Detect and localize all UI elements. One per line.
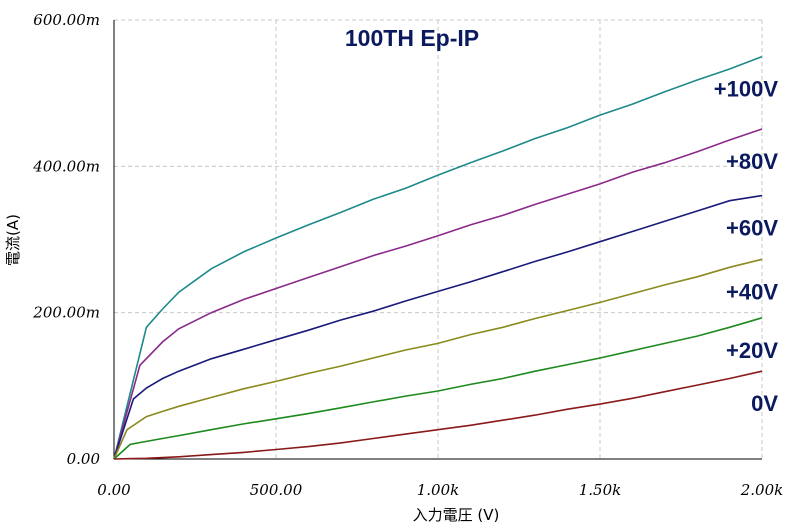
y-tick-label: 600.00m <box>33 11 100 29</box>
x-tick-label: 2.00k <box>740 481 784 499</box>
series-label-4: +20V <box>726 338 778 363</box>
series-line-4 <box>113 317 763 460</box>
y-tick-label: 200.00m <box>32 304 100 322</box>
series-line-3 <box>113 258 763 460</box>
x-tick-label: 0.00 <box>97 481 131 499</box>
series-label-2: +60V <box>726 216 778 241</box>
x-axis-title: 入力電圧 (V) <box>413 506 500 524</box>
series-lines <box>113 55 763 460</box>
series-line-0 <box>113 55 763 460</box>
x-tick-label: 1.00k <box>417 481 460 499</box>
y-tick-labels: 0.00 200.00m 400.00m 600.00m <box>32 11 100 468</box>
series-label-1: +80V <box>726 149 778 174</box>
y-tick-label: 0.00 <box>67 450 101 468</box>
series-label-3: +40V <box>726 279 778 304</box>
chart-title: 100TH Ep-IP <box>345 25 479 51</box>
y-axis-title: 電流(A) <box>4 214 22 266</box>
series-line-5 <box>113 370 763 460</box>
x-tick-label: 500.00 <box>250 481 303 499</box>
series-line-2 <box>113 194 763 460</box>
series-labels: +100V +80V +60V +40V +20V 0V <box>714 77 779 417</box>
series-line-1 <box>113 128 763 460</box>
series-label-5: 0V <box>751 391 778 416</box>
series-label-0: +100V <box>714 77 779 102</box>
grid <box>114 19 763 459</box>
y-tick-label: 400.00m <box>32 157 100 175</box>
x-tick-labels: 0.00 500.00 1.00k 1.50k 2.00k <box>97 481 783 499</box>
x-tick-label: 1.50k <box>579 481 622 499</box>
axes <box>113 20 762 460</box>
